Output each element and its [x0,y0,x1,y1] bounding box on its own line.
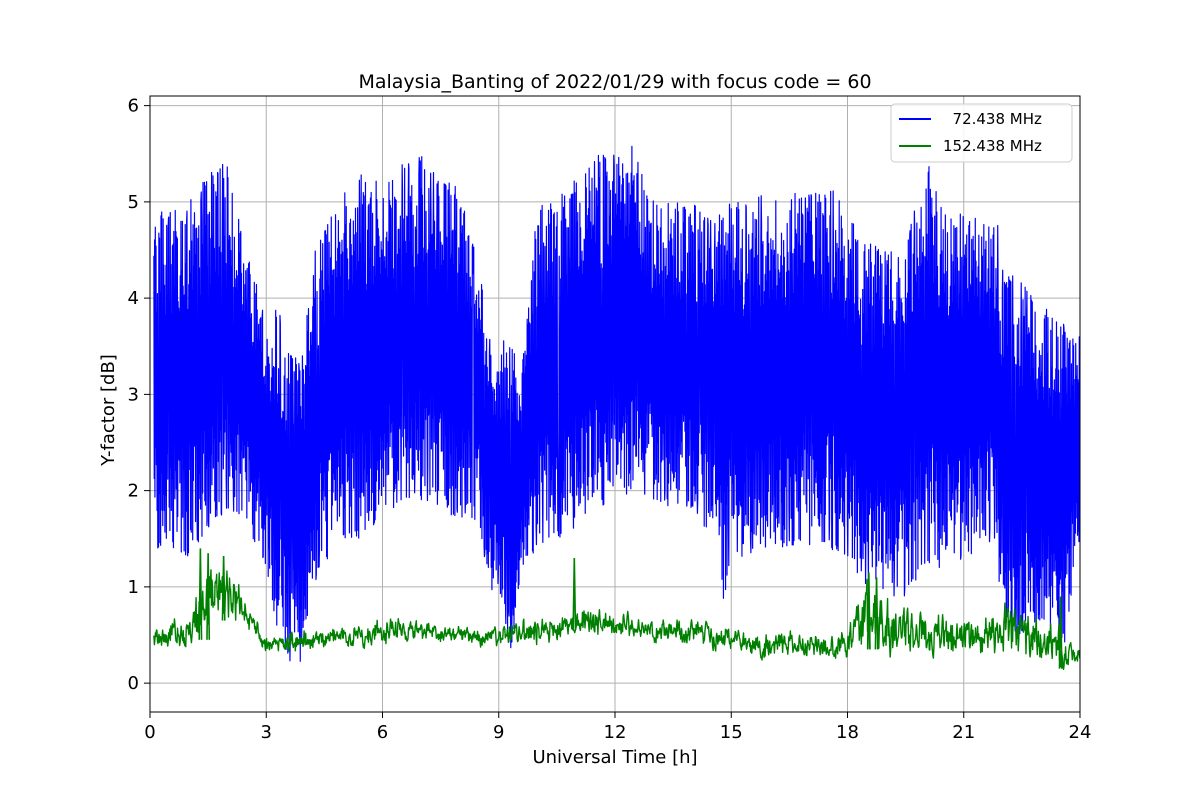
x-tick-label: 12 [604,722,627,743]
y-tick-label: 6 [128,96,139,117]
legend-box [890,103,1073,163]
series-spike-152mhz [572,557,577,631]
series-line-72mhz [153,145,1080,662]
y-tick-label: 5 [128,192,139,213]
series-spike-152mhz [874,577,879,650]
x-axis-label: Universal Time [h] [532,747,697,768]
series-spike-152mhz [866,572,871,650]
series-spike-152mhz [1058,596,1063,669]
series-line-152mhz [153,569,1080,671]
x-tick-label: 18 [836,722,859,743]
y-tick-label: 3 [128,384,139,405]
y-axis-ticks: 0 1 2 3 4 5 6 [128,96,150,694]
x-tick-label: 0 [144,722,155,743]
x-tick-label: 24 [1069,722,1092,743]
y-tick-label: 1 [128,577,139,598]
chart-title: Malaysia_Banting of 2022/01/29 with focu… [358,71,871,93]
x-tick-label: 9 [493,722,504,743]
x-tick-label: 21 [952,722,975,743]
series-spike-152mhz [198,548,203,640]
legend-label-152mhz: 152.438 MHz [943,137,1042,155]
y-tick-label: 4 [128,288,139,309]
x-tick-label: 6 [377,722,388,743]
series-spike-152mhz [206,553,211,640]
x-tick-label: 3 [261,722,272,743]
y-tick-label: 2 [128,481,139,502]
y-axis-label: Y-factor [dB] [98,354,119,467]
series-spike-152mhz [221,556,226,621]
x-tick-label: 15 [720,722,743,743]
x-axis-ticks: 0 3 6 9 12 15 18 21 24 [144,712,1091,743]
y-tick-label: 0 [128,673,139,694]
plot-series-group [153,145,1080,671]
legend-label-72mhz: 72.438 MHz [943,110,1042,128]
legend: 72.438 MHz 152.438 MHz [890,103,1073,163]
